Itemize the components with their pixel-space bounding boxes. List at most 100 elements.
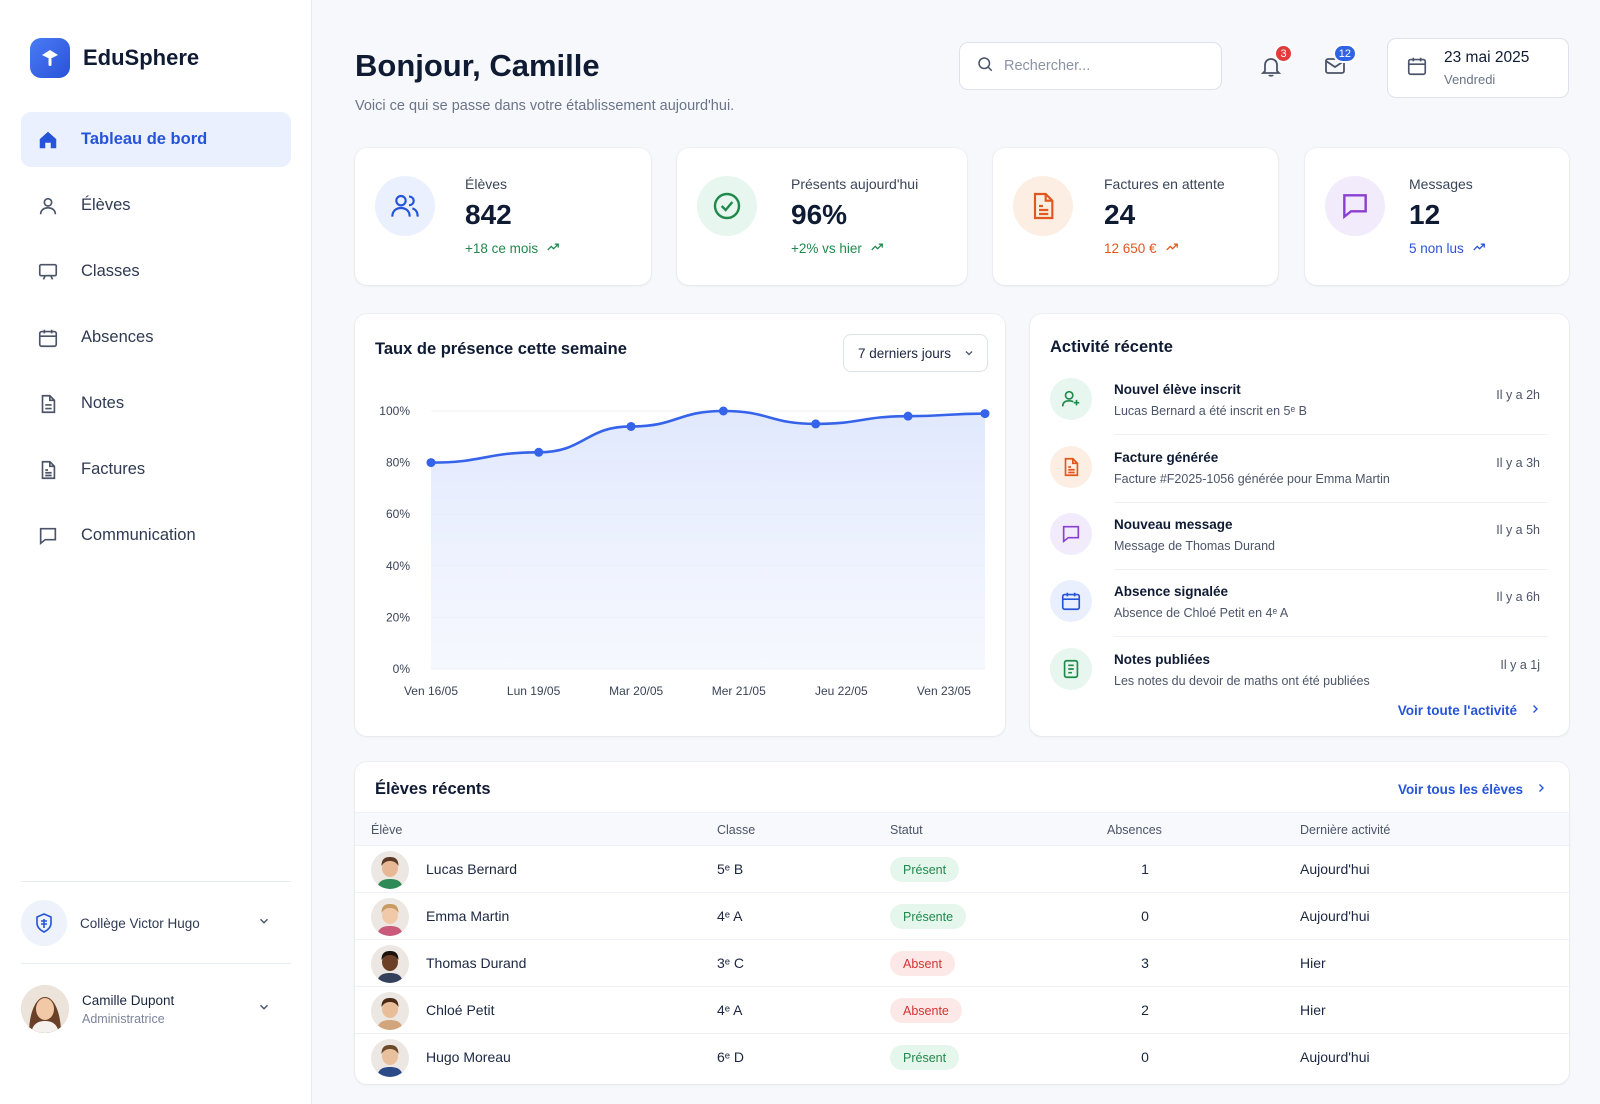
date-display[interactable]: 23 mai 2025 Vendredi xyxy=(1387,38,1569,98)
chevron-down-icon xyxy=(963,347,975,362)
x-tick-label: Lun 19/05 xyxy=(507,684,561,698)
student-name[interactable]: Thomas Durand xyxy=(426,955,527,971)
sidebar-item-label: Classes xyxy=(81,262,140,280)
stat-delta-text: 12 650 € xyxy=(1104,241,1157,256)
absences-count: 1 xyxy=(1141,861,1149,877)
column-header: Dernière activité xyxy=(1300,823,1391,837)
sidebar-item-grades[interactable]: Notes xyxy=(21,376,291,431)
data-point[interactable] xyxy=(626,421,636,431)
y-tick-label: 60% xyxy=(386,507,410,521)
data-point[interactable] xyxy=(426,458,436,468)
column-header: Élève xyxy=(371,823,403,837)
grades-icon xyxy=(1050,648,1092,690)
sidebar-item-communication[interactable]: Communication xyxy=(21,508,291,563)
notifications-button[interactable]: 3 xyxy=(1256,44,1293,83)
students-title: Élèves récents xyxy=(375,780,491,798)
invoice-icon xyxy=(1013,176,1073,236)
user-menu[interactable]: Camille Dupont Administratrice xyxy=(21,984,291,1034)
messages-button[interactable]: 12 xyxy=(1320,44,1357,83)
stat-label: Messages xyxy=(1409,176,1473,192)
chevron-down-icon xyxy=(257,914,271,933)
activity-item[interactable]: Nouveau message Message de Thomas Durand… xyxy=(1050,509,1548,575)
table-row[interactable]: Lucas Bernard 5ᵉ B Présent 1 Aujourd'hui xyxy=(355,846,1569,893)
last-activity: Hier xyxy=(1300,955,1326,971)
stat-label: Présents aujourd'hui xyxy=(791,176,919,192)
avatar xyxy=(371,851,409,889)
table-row[interactable]: Hugo Moreau 6ᵉ D Présent 0 Aujourd'hui xyxy=(355,1034,1569,1081)
activity-item[interactable]: Notes publiées Les notes du devoir de ma… xyxy=(1050,644,1548,710)
x-tick-label: Mer 21/05 xyxy=(712,684,766,698)
search-input[interactable] xyxy=(1004,58,1204,74)
activity-item[interactable]: Facture générée Facture #F2025-1056 géné… xyxy=(1050,442,1548,508)
calendar-icon xyxy=(1406,55,1428,82)
view-all-activity-link[interactable]: Voir toute l'activité xyxy=(1398,703,1541,718)
data-point[interactable] xyxy=(903,411,913,421)
user-role: Administratrice xyxy=(82,1011,165,1026)
activity-item-title: Nouveau message xyxy=(1114,517,1233,532)
sidebar-item-label: Factures xyxy=(81,460,146,478)
activity-item[interactable]: Nouvel élève inscrit Lucas Bernard a été… xyxy=(1050,374,1548,440)
range-select[interactable]: 7 derniers jours xyxy=(843,334,988,372)
sidebar-divider xyxy=(21,881,291,882)
invoice-icon xyxy=(1050,446,1092,488)
table-row[interactable]: Chloé Petit 4ᵉ A Absente 2 Hier xyxy=(355,987,1569,1034)
activity-item-desc: Message de Thomas Durand xyxy=(1114,539,1275,553)
student-class: 5ᵉ B xyxy=(717,861,744,877)
data-point[interactable] xyxy=(534,447,544,457)
search-icon xyxy=(976,55,994,78)
student-name[interactable]: Hugo Moreau xyxy=(426,1049,511,1065)
chevron-right-icon xyxy=(1529,703,1541,718)
avatar xyxy=(371,945,409,983)
stat-card-attendance[interactable]: Présents aujourd'hui 96% +2% vs hier xyxy=(677,148,967,285)
stat-card-students[interactable]: Élèves 842 +18 ce mois xyxy=(355,148,651,285)
stat-card-messages[interactable]: Messages 12 5 non lus xyxy=(1305,148,1569,285)
stat-value: 96% xyxy=(791,199,848,230)
message-icon xyxy=(1325,176,1385,236)
stat-delta: 12 650 € xyxy=(1104,240,1179,257)
last-activity: Aujourd'hui xyxy=(1300,861,1370,877)
sidebar: EduSphere Tableau de bord Élèves Classes… xyxy=(0,0,312,1104)
school-selector[interactable]: Collège Victor Hugo xyxy=(21,898,291,948)
student-class: 3ᵉ C xyxy=(717,955,744,971)
data-point[interactable] xyxy=(980,409,990,419)
table-row[interactable]: Emma Martin 4ᵉ A Présente 0 Aujourd'hui xyxy=(355,893,1569,940)
search-box[interactable] xyxy=(959,42,1222,90)
check-circle-icon xyxy=(697,176,757,236)
sidebar-item-dashboard[interactable]: Tableau de bord xyxy=(21,112,291,167)
column-header: Classe xyxy=(717,823,756,837)
bell-icon xyxy=(1259,54,1283,83)
stat-value: 842 xyxy=(465,199,512,230)
sidebar-item-absences[interactable]: Absences xyxy=(21,310,291,365)
stat-delta: 5 non lus xyxy=(1409,240,1486,257)
student-name[interactable]: Emma Martin xyxy=(426,908,510,924)
stat-card-invoices[interactable]: Factures en attente 24 12 650 € xyxy=(993,148,1278,285)
brand-name: EduSphere xyxy=(83,45,200,70)
y-tick-label: 40% xyxy=(386,559,410,573)
calendar-icon xyxy=(36,326,60,350)
last-activity: Aujourd'hui xyxy=(1300,908,1370,924)
view-all-students-link[interactable]: Voir tous les élèves xyxy=(1398,782,1547,797)
y-tick-label: 100% xyxy=(379,404,410,418)
trend-up-icon xyxy=(870,240,884,257)
activity-item-time: Il y a 1j xyxy=(1500,658,1540,672)
activity-item-time: Il y a 3h xyxy=(1496,456,1540,470)
data-point[interactable] xyxy=(811,419,821,429)
activity-item[interactable]: Absence signalée Absence de Chloé Petit … xyxy=(1050,576,1548,642)
range-select-label: 7 derniers jours xyxy=(858,345,952,361)
absences-count: 0 xyxy=(1141,908,1149,924)
sidebar-item-invoices[interactable]: Factures xyxy=(21,442,291,497)
brand[interactable]: EduSphere xyxy=(30,38,199,78)
table-row[interactable]: Thomas Durand 3ᵉ C Absent 3 Hier xyxy=(355,940,1569,987)
sidebar-item-students[interactable]: Élèves xyxy=(21,178,291,233)
activity-item-desc: Lucas Bernard a été inscrit en 5ᵉ B xyxy=(1114,404,1307,418)
student-class: 4ᵉ A xyxy=(717,1002,743,1018)
student-name[interactable]: Lucas Bernard xyxy=(426,861,518,877)
student-class: 6ᵉ D xyxy=(717,1049,744,1065)
divider xyxy=(1114,434,1548,435)
view-all-students-label: Voir tous les élèves xyxy=(1397,782,1523,797)
sidebar-nav: Tableau de bord Élèves Classes Absences … xyxy=(21,112,291,574)
data-point[interactable] xyxy=(718,406,728,416)
sidebar-item-classes[interactable]: Classes xyxy=(21,244,291,299)
user-name: Camille Dupont xyxy=(82,992,175,1008)
student-name[interactable]: Chloé Petit xyxy=(426,1002,495,1018)
